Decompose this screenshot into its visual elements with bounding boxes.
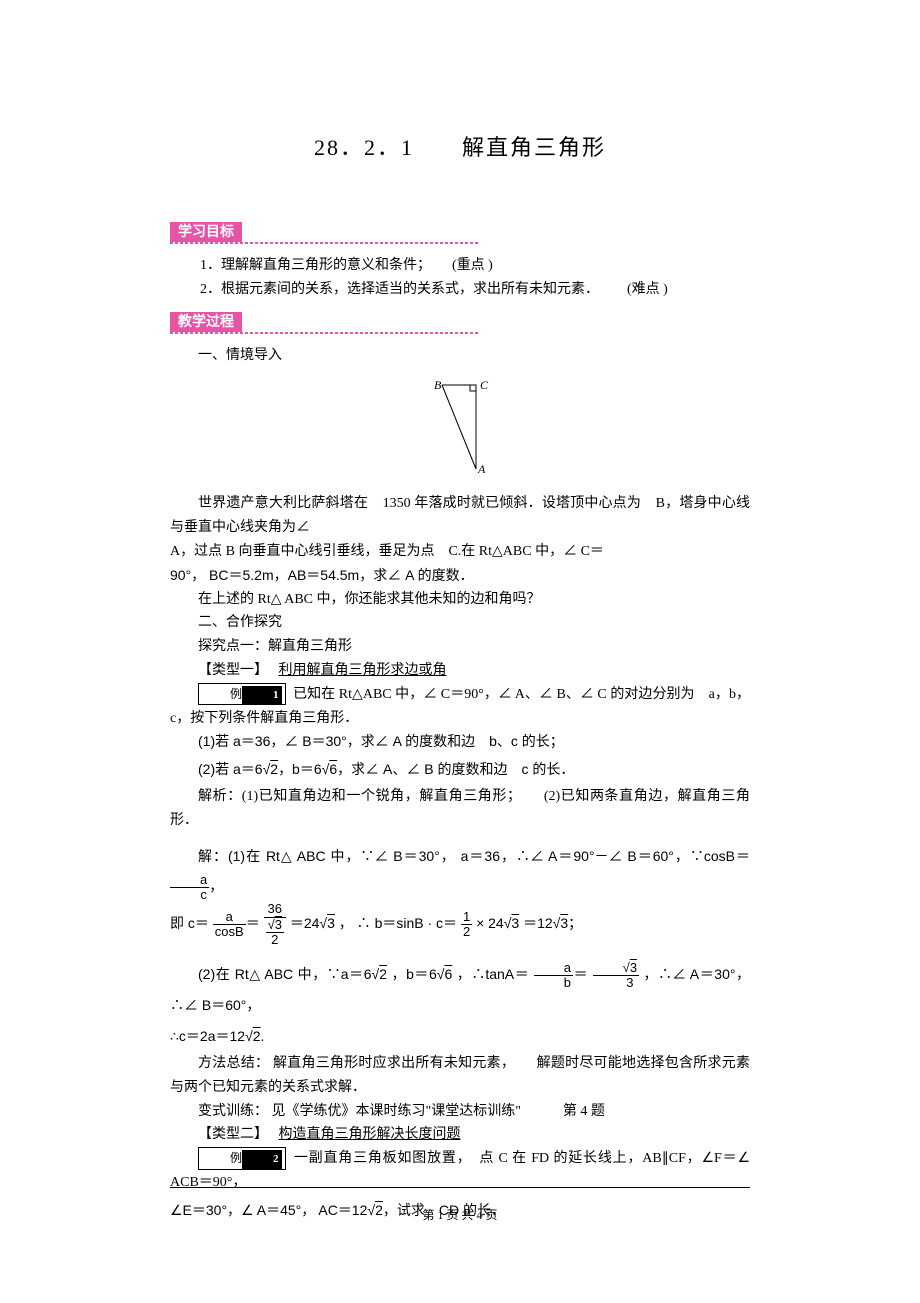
point-c: C [480,378,489,392]
type-2: 【类型二】 构造直角三角形解决长度问题 [170,1123,750,1147]
banner-dotted-line [170,242,480,244]
p1a: 世界遗产意大利比萨斜塔在 [198,496,368,511]
example-tag-2: 例2 [198,1147,286,1170]
solution-2a: (2)在 Rt△ ABC 中，∵a＝6√2 ，b＝6√6 ，∴tanA＝ ab＝… [170,959,750,1021]
goals-banner-label: 学习目标 [170,222,242,244]
page-footer: 第 1 页 共 4 页 [170,1187,750,1223]
p1d: A，过点 B 向垂直中心线引垂线，垂足为点 [170,544,434,559]
intro-para-1b: A，过点 B 向垂直中心线引垂线，垂足为点 C.在 Rt△ABC 中，∠ C＝ [170,540,750,564]
example-tag-1: 例1 [198,683,286,706]
goal-2-tag: (难点 ) [627,282,668,297]
p1b: 1350 年落成时就已倾斜．设塔顶中心点为 [383,496,641,511]
ex1-q1: (1)若 a＝36，∠ B＝30°，求∠ A 的度数和边 b、c 的长； [170,730,750,754]
process-banner: 教学过程 [170,312,480,334]
goal-1-text: 1．理解解直角三角形的意义和条件； [200,258,431,273]
type2-label: 【类型二】 [198,1127,268,1142]
triangle-figure: B C A [170,377,750,482]
intro-para-3: 在上述的 Rt△ ABC 中，你还能求其他未知的边和角吗？ [170,588,750,612]
variant-practice: 变式训练： 见《学练优》本课时练习"课堂达标训练" 第 4 题 [170,1100,750,1124]
banner-dotted-line-2 [170,332,480,334]
solution-1b: 即 c＝ acosB＝ 36√32 ＝24√3 ， ∴ b＝sinB · c＝ … [170,902,750,947]
type1-label: 【类型一】 [198,663,268,678]
goal-1: 1．理解解直角三角形的意义和条件； (重点 ) [200,254,750,278]
section-2-heading: 二、合作探究 [170,611,750,635]
type2-title: 构造直角三角形解决长度问题 [279,1127,461,1142]
point-b: B [434,378,442,392]
ex1-q2: (2)若 a＝6√2，b＝6√6，求∠ A、∠ B 的度数和边 c 的长． [170,754,750,785]
type1-title: 利用解直角三角形求边或角 [279,663,447,678]
intro-para-1: 世界遗产意大利比萨斜塔在 1350 年落成时就已倾斜．设塔顶中心点为 B，塔身中… [170,492,750,540]
footer-divider [170,1187,750,1188]
footer-text: 第 1 页 共 4 页 [170,1206,750,1223]
method-summary: 方法总结： 解直角三角形时应求出所有未知元素， 解题时尽可能地选择包含所求元素与… [170,1052,750,1100]
type-1: 【类型一】 利用解直角三角形求边或角 [170,659,750,683]
p1e: C.在 Rt△ABC 中，∠ C＝ [448,544,603,559]
goals-banner: 学习目标 [170,222,480,244]
intro-para-2: 90°， BC＝5.2m，AB＝54.5m，求∠ A 的度数． [170,564,750,588]
triangle-svg: B C A [430,377,490,477]
page-title: 28．2．1 解直角三角形 [170,130,750,162]
solution-1a: 解：(1)在 Rt△ ABC 中，∵∠ B＝30°， a＝36，∴∠ A＝90°… [170,841,750,903]
goal-2: 2．根据元素间的关系，选择适当的关系式，求出所有未知元素． (难点 ) [200,278,750,302]
point-a: A [477,462,486,476]
explore-1: 探究点一：解直角三角形 [170,635,750,659]
process-banner-label: 教学过程 [170,312,242,334]
analysis: 解析：(1)已知直角边和一个锐角，解直角三角形； (2)已知两条直角边，解直角三… [170,785,750,833]
goal-2-text: 2．根据元素间的关系，选择适当的关系式，求出所有未知元素． [200,282,599,297]
example-1: 例1 已知在 Rt△ABC 中，∠ C＝90°，∠ A、∠ B、∠ C 的对边分… [170,683,750,731]
goal-1-tag: (重点 ) [452,258,493,273]
solution-2b: ∴c＝2a＝12√2. [170,1021,750,1052]
section-1-heading: 一、情境导入 [170,344,750,368]
